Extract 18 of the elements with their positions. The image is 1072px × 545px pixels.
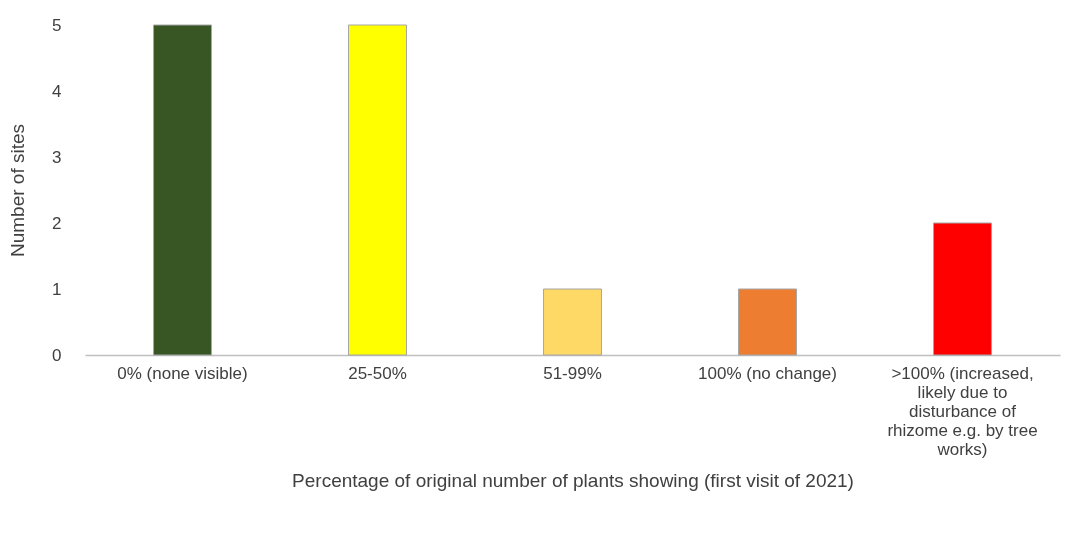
bar bbox=[738, 288, 797, 356]
x-axis-title: Percentage of original number of plants showing (first visit of 2021) bbox=[292, 469, 854, 491]
bar bbox=[348, 24, 407, 356]
x-tick-label: 100% (no change) bbox=[698, 363, 837, 383]
bar bbox=[153, 24, 212, 356]
bar bbox=[543, 288, 602, 356]
y-axis-title: Number of sites bbox=[7, 123, 29, 258]
y-tick-label: 3 bbox=[52, 147, 62, 167]
y-tick-label: 2 bbox=[52, 213, 62, 233]
x-tick-label: 25-50% bbox=[348, 363, 407, 383]
y-tick-label: 5 bbox=[52, 15, 62, 35]
x-tick-label: 0% (none visible) bbox=[117, 363, 248, 383]
y-tick-label: 1 bbox=[52, 279, 62, 299]
y-tick-label: 0 bbox=[52, 345, 62, 365]
bar bbox=[933, 222, 992, 356]
y-tick-label: 4 bbox=[52, 81, 62, 101]
x-tick-label: >100% (increased, likely due to disturbance of rhizome e.g. by tree works) bbox=[887, 363, 1038, 459]
x-tick-label: 51-99% bbox=[543, 363, 602, 383]
